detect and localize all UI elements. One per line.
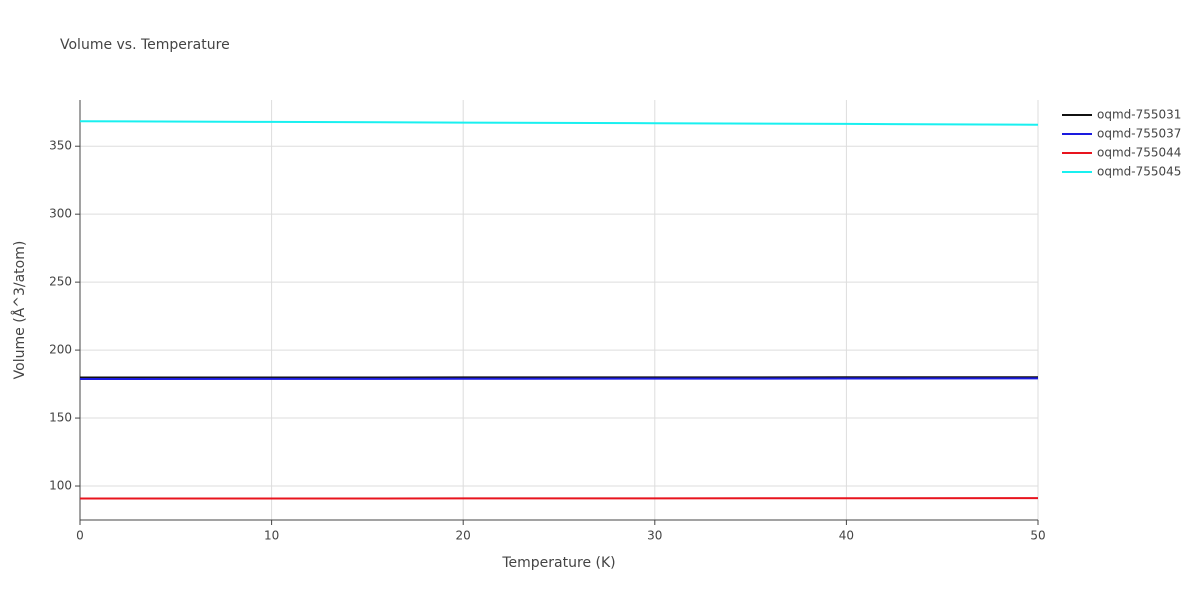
y-tick-label: 300 (49, 207, 72, 221)
x-tick-label: 50 (1030, 529, 1045, 543)
x-tick-label: 10 (264, 529, 279, 543)
y-axis-label: Volume (Å^3/atom) (11, 241, 28, 380)
y-tick-label: 250 (49, 275, 72, 289)
x-tick-label: 0 (76, 529, 84, 543)
y-tick-label: 350 (49, 139, 72, 153)
x-axis-label: Temperature (K) (501, 555, 615, 571)
legend-label: oqmd-755044 (1097, 146, 1181, 160)
series-line (80, 121, 1038, 125)
y-tick-label: 150 (49, 411, 72, 425)
legend-label: oqmd-755031 (1097, 108, 1181, 122)
x-tick-label: 40 (839, 529, 854, 543)
legend-label: oqmd-755045 (1097, 165, 1181, 179)
y-tick-label: 100 (49, 479, 72, 493)
legend-label: oqmd-755037 (1097, 127, 1181, 141)
y-tick-label: 200 (49, 343, 72, 357)
x-tick-label: 20 (456, 529, 471, 543)
chart-title: Volume vs. Temperature (60, 37, 230, 53)
x-tick-label: 30 (647, 529, 662, 543)
series-line (80, 378, 1038, 379)
